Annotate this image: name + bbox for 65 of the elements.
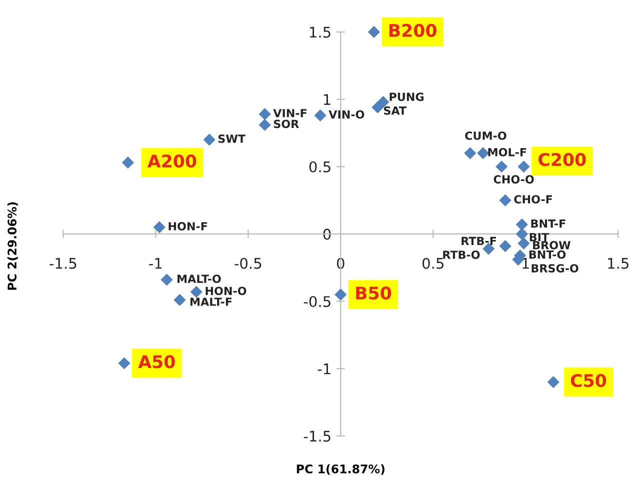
annotation: MOL-F xyxy=(488,148,526,156)
y-tick-label: 1 xyxy=(324,94,330,105)
annotation: BROW xyxy=(533,240,570,250)
point xyxy=(518,160,530,173)
point xyxy=(518,237,530,250)
point xyxy=(153,221,166,234)
point xyxy=(477,147,490,160)
annotation: BRSG-O xyxy=(532,264,578,273)
annotation: B50 xyxy=(356,286,392,300)
x-tick-label: 0.5 xyxy=(422,258,444,269)
annotation: A50 xyxy=(138,355,175,368)
point xyxy=(203,134,216,146)
point xyxy=(368,26,380,38)
x-tick-label: -1.5 xyxy=(50,258,76,269)
annotation: SAT xyxy=(384,106,406,115)
annotation: CHO-F xyxy=(514,195,552,204)
annotation: VIN-O xyxy=(328,110,364,119)
point xyxy=(372,101,384,114)
point xyxy=(547,376,560,388)
point xyxy=(160,274,173,286)
x-tick-label: -1 xyxy=(149,258,162,269)
annotation: C200 xyxy=(538,152,586,166)
annotation: RTB-F xyxy=(462,236,496,245)
point xyxy=(258,118,271,131)
y-axis-title: PC 2(29.06%) xyxy=(7,202,18,290)
point xyxy=(464,147,476,160)
annotation: BNT-F xyxy=(531,220,566,228)
y-tick-label: 1.5 xyxy=(310,26,330,38)
annotation: PUNG xyxy=(390,92,424,102)
annotation: BIT xyxy=(530,233,549,242)
y-tick-label: -1 xyxy=(318,364,330,374)
x-tick-label: -0.5 xyxy=(234,258,262,269)
annotation: B200 xyxy=(389,24,436,37)
point xyxy=(314,109,326,122)
y-tick-label: 0.5 xyxy=(309,161,330,172)
point xyxy=(174,294,186,306)
annotation: BNT-O xyxy=(529,250,566,259)
point xyxy=(516,218,528,231)
annotation: CHO-O xyxy=(494,175,534,184)
x-tick-label: 0 xyxy=(336,258,344,269)
x-axis-title: PC 1(61.87%) xyxy=(296,464,384,475)
point xyxy=(258,108,271,120)
annotation: SOR xyxy=(274,120,299,128)
y-tick-label: -0.5 xyxy=(304,296,330,308)
point xyxy=(122,156,134,169)
point xyxy=(516,228,528,240)
point xyxy=(118,357,130,370)
x-tick-label: 1 xyxy=(522,258,529,269)
annotation: MALT-O xyxy=(178,274,221,283)
point xyxy=(190,286,202,298)
annotation: CUM-O xyxy=(465,131,506,140)
annotation: HON-O xyxy=(206,286,246,296)
annotation: MALT-F xyxy=(190,298,232,306)
annotation: HON-F xyxy=(168,222,208,230)
point xyxy=(499,240,512,252)
y-tick-label: -1.5 xyxy=(304,430,330,442)
annotation: VIN-F xyxy=(273,109,306,118)
annotation: A200 xyxy=(147,154,196,168)
annotation: C50 xyxy=(570,374,606,388)
annotation: SWT xyxy=(218,134,246,143)
point xyxy=(496,160,508,173)
annotation: RTB-O xyxy=(443,250,480,259)
point xyxy=(334,288,347,301)
x-tick-label: 1.5 xyxy=(608,258,628,269)
point xyxy=(499,194,512,206)
